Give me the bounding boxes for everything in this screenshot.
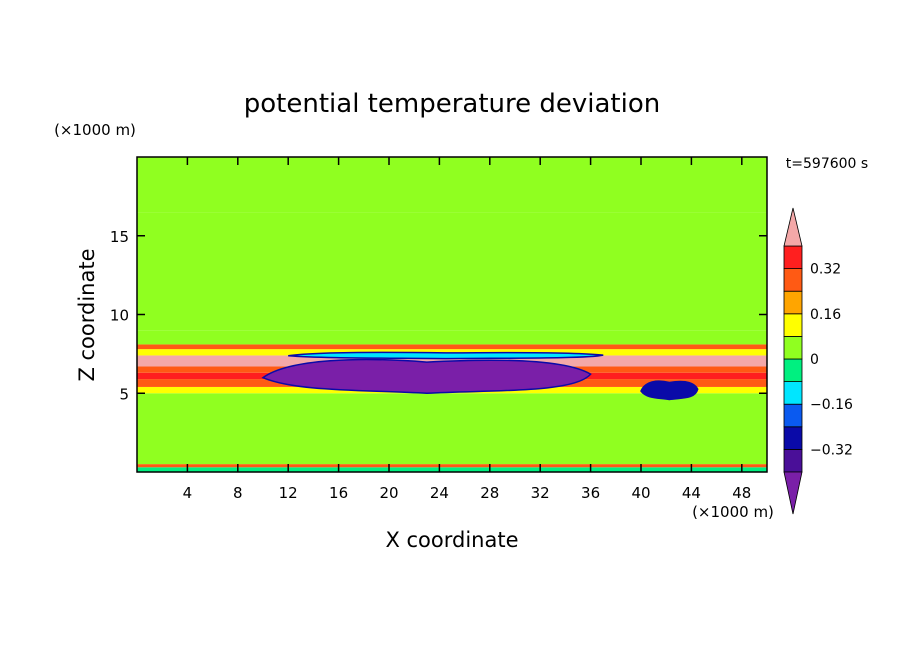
field-anomaly — [640, 380, 699, 401]
field-band — [137, 464, 767, 468]
y-unit-label: (×1000 m) — [54, 121, 136, 139]
chart-title: potential temperature deviation — [244, 89, 660, 119]
colorbar-segment — [783, 290, 803, 315]
x-tick-label: 8 — [233, 484, 243, 502]
field-band — [137, 157, 767, 213]
colorbar-tick-label: 0.16 — [810, 307, 841, 323]
colorbar-tick-label: −0.16 — [810, 397, 853, 413]
colorbar-segment — [783, 426, 803, 450]
y-tick-label: 15 — [110, 228, 129, 246]
colorbar-extend-top — [783, 207, 803, 247]
colorbar-segment — [783, 381, 803, 405]
colorbar-tick-label: 0.32 — [810, 262, 841, 278]
colorbar: 0.32 0.16 0 −0.16 −0.32 — [783, 207, 853, 515]
x-tick-label: 4 — [183, 484, 193, 502]
field-anomaly — [288, 351, 604, 360]
x-unit-label: (×1000 m) — [692, 503, 774, 521]
field-band — [137, 330, 767, 345]
colorbar-segment — [783, 403, 803, 428]
x-tick-label: 48 — [732, 484, 751, 502]
colorbar-segment — [783, 358, 803, 383]
x-tick-label: 12 — [279, 484, 298, 502]
colorbar-segment — [783, 335, 803, 360]
x-tick-label: 28 — [480, 484, 499, 502]
x-tick-label: 32 — [531, 484, 550, 502]
x-axis-label: X coordinate — [385, 528, 518, 552]
contour-field — [137, 157, 767, 472]
time-label: t=597600 s — [786, 156, 868, 172]
y-tick-label: 5 — [119, 385, 129, 403]
field-band — [137, 344, 767, 350]
y-tick-label: 10 — [110, 307, 129, 325]
colorbar-segment — [783, 268, 803, 292]
colorbar-segment — [783, 448, 803, 473]
colorbar-extend-bottom — [783, 471, 803, 515]
colorbar-tick-label: 0 — [810, 352, 819, 368]
x-tick-label: 16 — [329, 484, 348, 502]
field-band — [137, 251, 767, 331]
x-tick-label: 36 — [581, 484, 600, 502]
colorbar-segment — [783, 313, 803, 337]
field-band — [137, 212, 767, 252]
x-tick-label: 20 — [379, 484, 398, 502]
x-tick-label: 44 — [682, 484, 701, 502]
y-ticks: 5 10 15 — [110, 228, 767, 403]
y-axis-label: Z coordinate — [75, 248, 99, 381]
x-ticks: 4 8 12 16 20 24 28 32 36 40 44 48 — [183, 157, 751, 502]
colorbar-tick-label: −0.32 — [810, 442, 853, 458]
field-band — [137, 467, 767, 472]
colorbar-segment — [783, 245, 803, 270]
field-anomaly — [261, 358, 592, 395]
x-tick-label: 24 — [430, 484, 449, 502]
field-band — [137, 393, 767, 465]
x-tick-label: 40 — [631, 484, 650, 502]
